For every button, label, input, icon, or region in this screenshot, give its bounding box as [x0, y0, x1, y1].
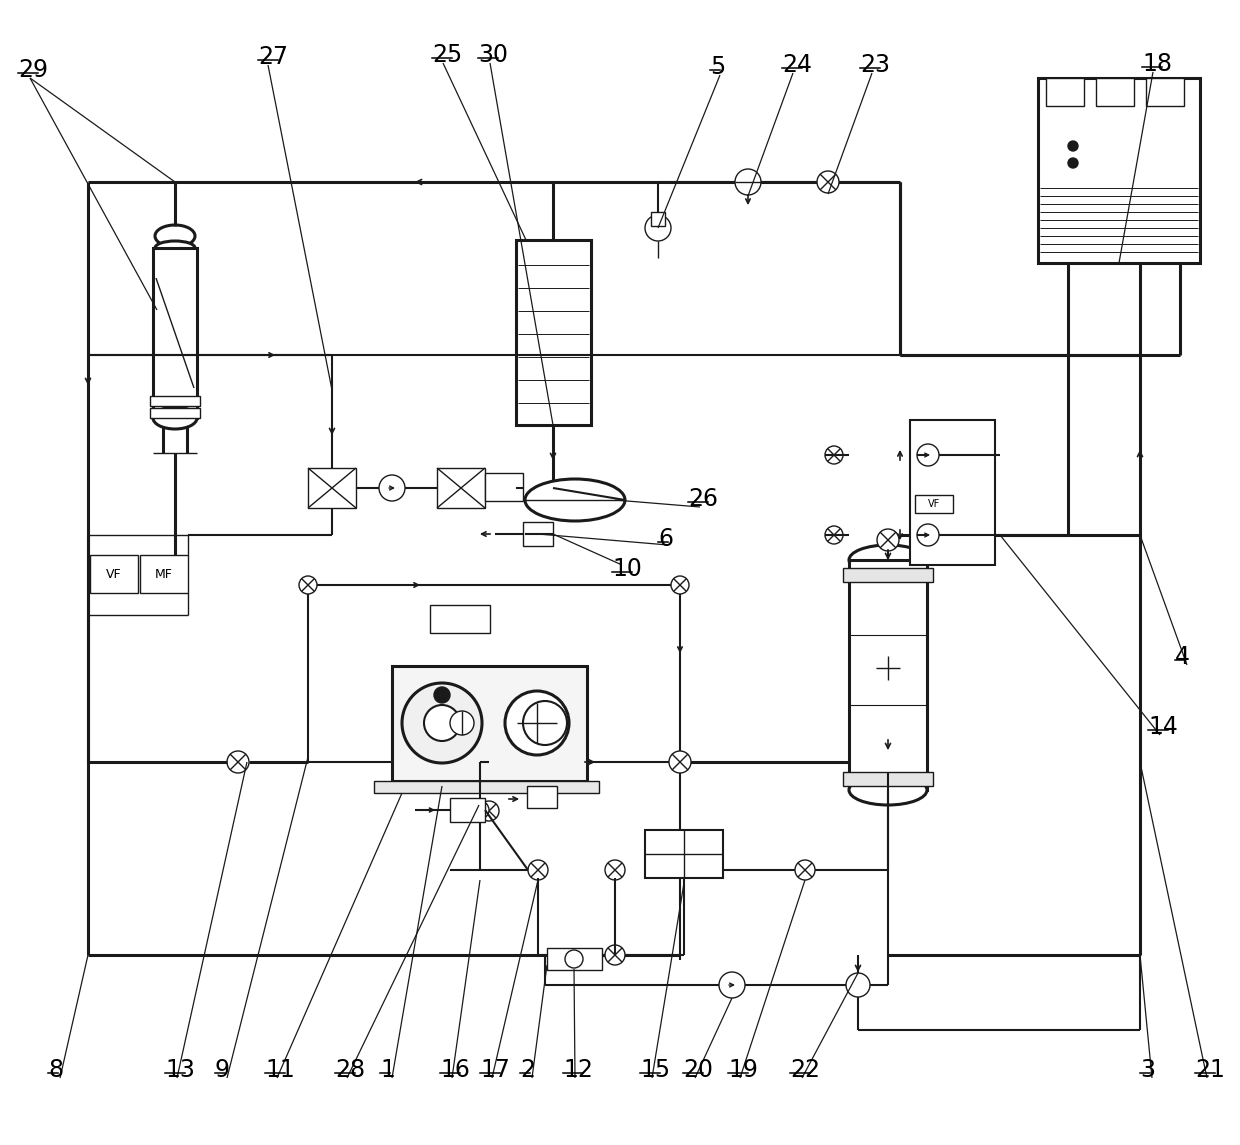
Bar: [91, 555, 138, 593]
Circle shape: [1068, 158, 1078, 168]
Circle shape: [795, 860, 815, 881]
Circle shape: [424, 705, 460, 741]
Text: 29: 29: [19, 58, 48, 82]
Text: VF: VF: [107, 568, 122, 581]
Circle shape: [471, 802, 489, 819]
Bar: [843, 568, 932, 582]
Bar: [430, 605, 490, 633]
Text: 21: 21: [1195, 1058, 1225, 1082]
Text: 2: 2: [520, 1058, 534, 1082]
Text: VF: VF: [928, 499, 940, 510]
Bar: [374, 781, 599, 793]
Text: 27: 27: [258, 45, 288, 69]
Bar: [1038, 78, 1200, 263]
Text: 11: 11: [265, 1058, 295, 1082]
Bar: [1146, 78, 1184, 106]
Bar: [645, 830, 723, 878]
Circle shape: [918, 524, 939, 546]
Circle shape: [379, 475, 405, 502]
Text: 15: 15: [640, 1058, 670, 1082]
Bar: [140, 555, 188, 593]
Text: 22: 22: [790, 1058, 820, 1082]
Bar: [651, 212, 665, 226]
Bar: [843, 772, 932, 785]
Circle shape: [918, 444, 939, 466]
Circle shape: [825, 526, 843, 544]
Text: 6: 6: [658, 527, 673, 551]
Circle shape: [605, 860, 625, 881]
Circle shape: [528, 860, 548, 881]
Circle shape: [671, 576, 689, 594]
Text: 25: 25: [432, 44, 463, 68]
Text: 24: 24: [782, 53, 812, 77]
Bar: [527, 785, 557, 808]
Text: 12: 12: [563, 1058, 593, 1082]
Circle shape: [434, 687, 450, 703]
Bar: [308, 468, 356, 508]
Text: 4: 4: [1176, 645, 1190, 669]
Text: 17: 17: [480, 1058, 510, 1082]
Bar: [485, 473, 523, 502]
Text: 10: 10: [613, 556, 642, 581]
Text: 16: 16: [440, 1058, 470, 1082]
Circle shape: [719, 972, 745, 998]
Circle shape: [565, 950, 583, 968]
Text: 20: 20: [683, 1058, 713, 1082]
Text: 9: 9: [215, 1058, 229, 1082]
Text: 1: 1: [379, 1058, 394, 1082]
Ellipse shape: [153, 406, 197, 429]
Bar: [516, 240, 591, 425]
Bar: [547, 948, 601, 970]
Text: 26: 26: [688, 487, 718, 511]
Ellipse shape: [525, 479, 625, 521]
Bar: [910, 420, 994, 564]
Circle shape: [817, 171, 839, 194]
Text: 8: 8: [48, 1058, 63, 1082]
Circle shape: [479, 802, 498, 821]
Text: 28: 28: [335, 1058, 365, 1082]
Ellipse shape: [849, 545, 928, 575]
Ellipse shape: [155, 240, 195, 255]
Text: 14: 14: [1148, 714, 1178, 739]
Circle shape: [1068, 141, 1078, 151]
Text: 5: 5: [711, 55, 725, 79]
Circle shape: [402, 684, 482, 763]
Circle shape: [450, 711, 474, 735]
Circle shape: [670, 751, 691, 773]
Text: 19: 19: [728, 1058, 758, 1082]
Circle shape: [645, 215, 671, 240]
Text: 3: 3: [1140, 1058, 1154, 1082]
Circle shape: [523, 701, 567, 745]
Text: 18: 18: [1142, 52, 1172, 76]
Circle shape: [505, 690, 569, 755]
Bar: [150, 396, 200, 406]
Bar: [153, 248, 197, 418]
Bar: [450, 798, 485, 822]
Ellipse shape: [155, 226, 195, 247]
Circle shape: [825, 447, 843, 464]
Bar: [392, 666, 587, 781]
Circle shape: [605, 945, 625, 965]
Ellipse shape: [849, 775, 928, 805]
Text: 30: 30: [477, 44, 508, 68]
Circle shape: [227, 751, 249, 773]
Bar: [915, 495, 954, 513]
Circle shape: [846, 973, 870, 997]
Text: 13: 13: [165, 1058, 195, 1082]
Bar: [523, 522, 553, 546]
Bar: [1096, 78, 1135, 106]
Bar: [150, 408, 200, 418]
Text: MF: MF: [155, 568, 172, 581]
Bar: [849, 560, 928, 790]
Circle shape: [735, 169, 761, 195]
Text: 23: 23: [861, 53, 890, 77]
Bar: [1047, 78, 1084, 106]
Circle shape: [299, 576, 317, 594]
Circle shape: [877, 529, 899, 551]
Bar: [436, 468, 485, 508]
